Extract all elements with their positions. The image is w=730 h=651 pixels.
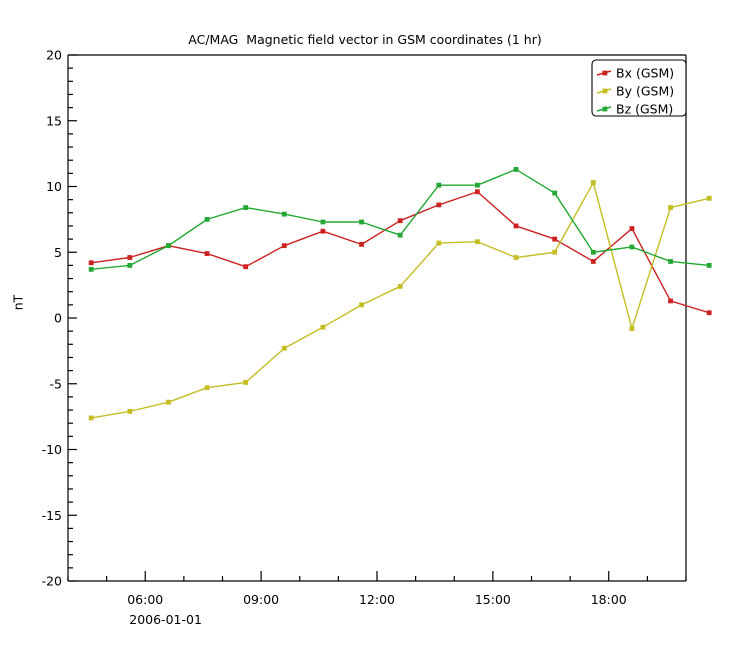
x-axis-tick-labels: 06:00 09:00 12:00 15:00 18:00 (127, 592, 627, 607)
y-axis-ticks: -20 -15 -10 -5 0 5 10 15 20 (42, 48, 77, 589)
legend: Bx (GSM) By (GSM) Bz (GSM) (591, 59, 687, 117)
x-tick-label: 06:00 (127, 592, 163, 607)
y-tick-label: -20 (42, 574, 62, 589)
series-bz (88, 167, 712, 272)
x-tick-label: 18:00 (591, 592, 627, 607)
x-axis-ticks (67, 571, 687, 581)
y-tick-label: -5 (50, 376, 62, 391)
x-tick-label: 12:00 (359, 592, 395, 607)
x-tick-label: 09:00 (243, 592, 279, 607)
y-tick-label: 20 (46, 48, 62, 63)
legend-item-bz[interactable]: Bz (GSM) (596, 102, 673, 117)
x-tick-label: 15:00 (475, 592, 511, 607)
y-tick-label: 15 (46, 113, 62, 128)
legend-item-bx[interactable]: Bx (GSM) (596, 66, 674, 81)
series-by (88, 180, 712, 421)
series-bx (88, 189, 712, 316)
legend-label: Bz (GSM) (616, 102, 673, 117)
x-axis-date-label: 2006-01-01 (129, 612, 202, 627)
data-series-layer (88, 167, 712, 421)
y-tick-label: -10 (42, 442, 62, 457)
y-tick-label: 10 (46, 179, 62, 194)
legend-label: By (GSM) (616, 84, 674, 99)
chart-title: AC/MAG Magnetic field vector in GSM coor… (188, 32, 542, 47)
y-tick-label: 0 (54, 311, 62, 326)
y-tick-label: 5 (54, 245, 62, 260)
legend-label: Bx (GSM) (616, 66, 674, 81)
legend-item-by[interactable]: By (GSM) (596, 84, 674, 99)
y-tick-label: -15 (42, 508, 62, 523)
plot-frame (67, 54, 687, 582)
